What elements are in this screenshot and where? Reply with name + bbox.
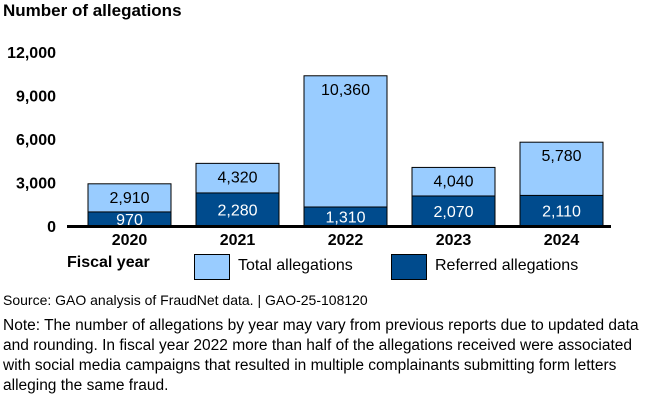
y-axis-title: Number of allegations — [3, 1, 182, 20]
bar-total-2022 — [303, 75, 388, 227]
data-label-referred: 2,280 — [217, 202, 257, 219]
data-label-total: 10,360 — [321, 82, 370, 99]
data-label-total: 2,910 — [109, 190, 149, 207]
source-text: Source: GAO analysis of FraudNet data. |… — [3, 292, 368, 308]
x-tick-label: 2023 — [436, 232, 472, 249]
y-tick-label: 12,000 — [7, 45, 56, 62]
x-axis-title: Fiscal year — [67, 254, 150, 271]
legend-label-total: Total allegations — [238, 257, 353, 274]
note-text: Note: The number of allegations by year … — [3, 317, 639, 394]
y-tick-label: 3,000 — [16, 176, 56, 193]
x-tick-label: 2022 — [328, 232, 364, 249]
y-tick-label: 0 — [47, 219, 56, 236]
legend-label-referred: Referred allegations — [435, 257, 579, 274]
bar-referred-2024 — [519, 194, 604, 227]
data-label-referred: 970 — [116, 212, 143, 229]
x-tick-label: 2024 — [544, 232, 580, 249]
plot-area: 0 3,000 6,000 9,000 12,000 2,910 970 2020 4,320 2… — [7, 45, 611, 249]
x-tick-label: 2020 — [112, 232, 148, 249]
data-label-referred: 2,070 — [433, 204, 473, 221]
data-label-total: 4,320 — [217, 169, 257, 186]
data-label-total: 4,040 — [433, 173, 473, 190]
data-label-referred: 1,310 — [325, 210, 365, 227]
bar-referred-2021 — [195, 192, 280, 227]
bar-referred-2023 — [411, 195, 496, 227]
x-tick-label: 2021 — [220, 232, 256, 249]
legend-swatch-referred — [391, 254, 427, 280]
y-tick-label: 6,000 — [16, 132, 56, 149]
y-tick-label: 9,000 — [16, 89, 56, 106]
legend-swatch-total — [194, 254, 230, 280]
data-label-total: 5,780 — [541, 148, 581, 165]
data-label-referred: 2,110 — [542, 204, 581, 221]
